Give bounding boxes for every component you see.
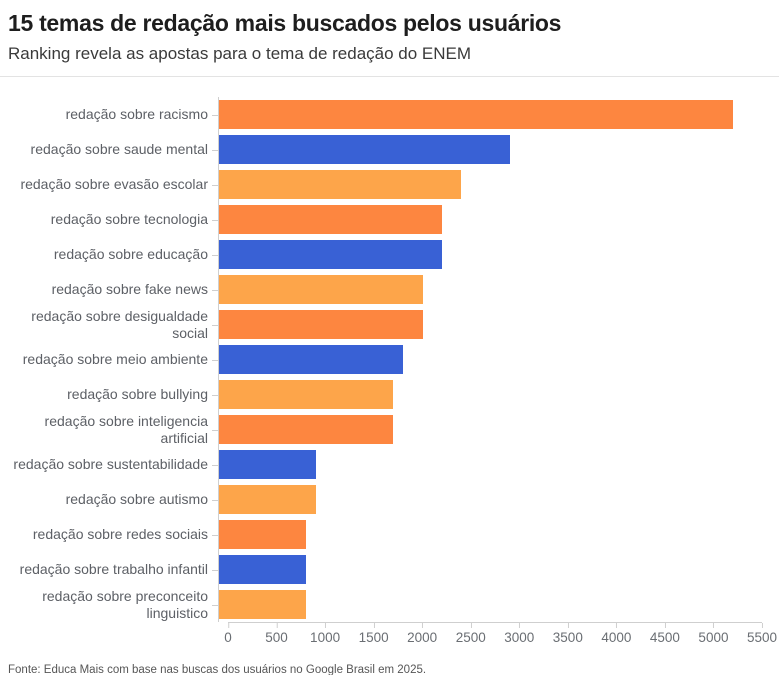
bar — [219, 485, 316, 514]
bar-track — [212, 377, 752, 412]
bar-track — [212, 342, 752, 377]
bar-chart: redação sobre racismo redação sobre saude… — [0, 97, 779, 654]
bar-track — [212, 202, 752, 237]
bar-row: redação sobre meio ambiente — [0, 342, 779, 377]
bar — [219, 555, 307, 584]
x-tick-label: 2000 — [407, 623, 438, 645]
x-tick-label: 3000 — [504, 623, 535, 645]
bar — [219, 590, 307, 619]
x-tick-label: 4500 — [649, 623, 680, 645]
bar-row: redação sobre fake news — [0, 272, 779, 307]
bar — [219, 240, 442, 269]
category-label: redação sobre meio ambiente — [22, 351, 208, 368]
bar — [219, 380, 394, 409]
category-label: redação sobre autismo — [65, 491, 208, 508]
bar-row: redação sobre educação — [0, 237, 779, 272]
bar-row: redação sobre tecnologia — [0, 202, 779, 237]
bar-track — [212, 307, 752, 342]
bar-row: redação sobre preconceito linguistico — [0, 587, 779, 622]
bar-row: redação sobre inteligencia artificial — [0, 412, 779, 447]
bar — [219, 135, 510, 164]
bar-row: redação sobre saude mental — [0, 132, 779, 167]
bar — [219, 450, 316, 479]
category-label: redação sobre fake news — [51, 281, 208, 298]
bar — [219, 415, 394, 444]
chart-title: 15 temas de redação mais buscados pelos … — [8, 10, 562, 36]
x-tick-label: 2500 — [455, 623, 486, 645]
category-label: redação sobre bullying — [67, 386, 208, 403]
bar-track — [212, 167, 752, 202]
bar-row: redação sobre trabalho infantil — [0, 552, 779, 587]
category-label: redação sobre racismo — [65, 106, 208, 123]
category-label: redação sobre saude mental — [30, 141, 208, 158]
x-tick-label: 5000 — [698, 623, 729, 645]
bar-track — [212, 587, 752, 622]
chart-rows: redação sobre racismo redação sobre saude… — [0, 97, 779, 622]
bar — [219, 345, 404, 374]
bar-row: redação sobre evasão escolar — [0, 167, 779, 202]
x-tick-label: 3500 — [552, 623, 583, 645]
bar-row: redação sobre bullying — [0, 377, 779, 412]
bar-track — [212, 552, 752, 587]
chart-subtitle: Ranking revela as apostas para o tema de… — [8, 44, 472, 63]
chart-header: 15 temas de redação mais buscados pelos … — [0, 0, 779, 64]
bar-track — [212, 517, 752, 552]
bar-row: redação sobre sustentabilidade — [0, 447, 779, 482]
category-label: redação sobre evasão escolar — [20, 176, 208, 193]
category-label: redação sobre educação — [53, 246, 208, 263]
x-tick-label: 1000 — [310, 623, 341, 645]
bar-track — [212, 132, 752, 167]
bar-row: redação sobre desigualdade social — [0, 307, 779, 342]
x-axis: 0 500 1000 1500 2000 2500 3000 3500 4000 4500 5000… — [224, 622, 777, 654]
category-label: redação sobre sustentabilidade — [13, 456, 208, 473]
bar-track — [212, 272, 752, 307]
category-label: redação sobre inteligencia artificial — [44, 412, 208, 446]
bar — [219, 520, 307, 549]
bar — [219, 205, 442, 234]
category-label: redação sobre trabalho infantil — [19, 561, 208, 578]
chart-footer: Fonte: Educa Mais com base nas buscas do… — [0, 654, 779, 675]
source-note: Fonte: Educa Mais com base nas buscas do… — [8, 664, 427, 675]
bar-row: redação sobre autismo — [0, 482, 779, 517]
bar — [219, 170, 462, 199]
header-divider — [0, 76, 779, 77]
bar-track — [212, 237, 752, 272]
bar — [219, 100, 733, 129]
bar — [219, 275, 423, 304]
category-label: redação sobre desigualdade social — [31, 307, 208, 341]
bar-track — [212, 97, 752, 132]
bar-row: redação sobre redes sociais — [0, 517, 779, 552]
category-label: redação sobre tecnologia — [50, 211, 208, 228]
bar-track — [212, 412, 752, 447]
bar-row: redação sobre racismo — [0, 97, 779, 132]
category-label: redação sobre preconceito linguistico — [42, 587, 208, 621]
bar — [219, 310, 423, 339]
x-tick-label: 500 — [265, 623, 288, 645]
x-tick-label: 4000 — [601, 623, 632, 645]
x-tick-label: 0 — [224, 623, 232, 645]
bar-track — [212, 447, 752, 482]
x-tick-label: 5500 — [746, 623, 778, 645]
x-tick-label: 1500 — [358, 623, 389, 645]
bar-track — [212, 482, 752, 517]
category-label: redação sobre redes sociais — [32, 526, 208, 543]
